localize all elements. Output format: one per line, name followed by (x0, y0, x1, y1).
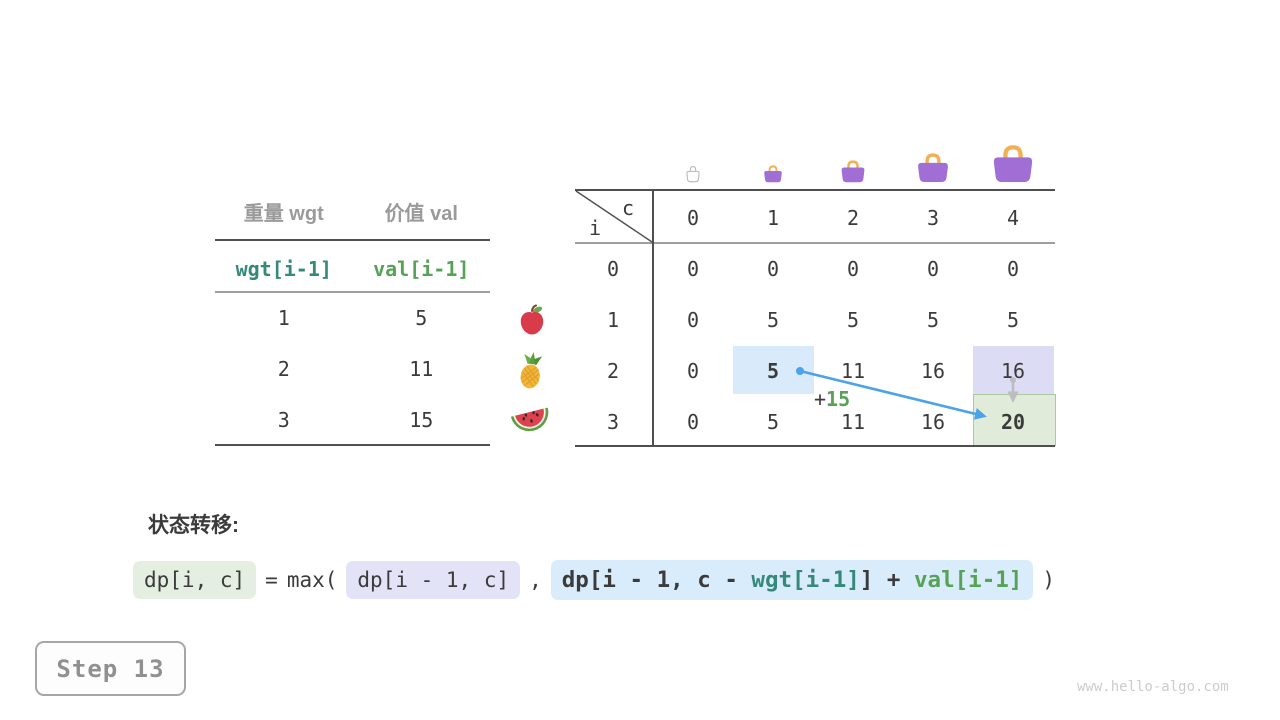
dp-row-header-0: 0 (606, 257, 620, 281)
formula-max-open: max( (286, 568, 338, 592)
items-table-formula-row: wgt[i-1] val[i-1] (215, 257, 490, 281)
dp-cell-3-1: 5 (766, 410, 780, 434)
dp-cell-1-2: 5 (846, 308, 860, 332)
dp-cell-0-1: 0 (766, 257, 780, 281)
items-table-rule-bottom (215, 444, 490, 446)
pineapple-icon (516, 352, 546, 390)
items-table-row-1: 1 5 (215, 306, 490, 330)
item-2-weight: 2 (277, 357, 290, 381)
bag-icon-capacity-1 (763, 165, 783, 183)
dp-cell-3-3: 16 (920, 410, 946, 434)
corner-diagonal-line (575, 190, 653, 243)
items-table-row-2: 2 11 (215, 357, 490, 381)
formula-close-paren: ) (1042, 568, 1056, 592)
dp-col-header-4: 4 (1006, 206, 1020, 230)
bag-icon-capacity-3 (916, 153, 950, 183)
formula-option2-wgt: wgt[i-1] (751, 567, 860, 593)
dp-table-rule-bottom (575, 445, 1055, 447)
item-2-value: 11 (409, 357, 434, 381)
dp-cell-2-1: 5 (766, 359, 780, 383)
items-table-rule-top (215, 239, 490, 241)
dp-table-divider (652, 189, 654, 447)
formula-option2-pre: dp[i - 1, c - (561, 567, 752, 593)
step-badge-label: Step 13 (56, 654, 165, 683)
apple-icon (517, 304, 547, 336)
dp-col-header-1: 1 (766, 206, 780, 230)
bag-icon-capacity-0 (685, 165, 701, 183)
dp-corner-row-label: i (589, 216, 602, 240)
items-table-row-3: 3 15 (215, 408, 490, 432)
items-table-header: 重量 wgt 价值 val (215, 197, 490, 226)
item-1-value: 5 (415, 306, 428, 330)
formula-option2-mid: ] + (859, 567, 914, 593)
item-3-value: 15 (409, 408, 434, 432)
dp-cell-2-3: 16 (920, 359, 946, 383)
highlight-result-cell (973, 394, 1056, 446)
transition-formula: dp[i, c] = max( dp[i - 1, c] , dp[i - 1,… (133, 560, 1064, 600)
wgt-formula-label: wgt[i-1] (235, 257, 332, 281)
dp-row-header-1: 1 (606, 308, 620, 332)
items-table-header-weight: 重量 wgt (243, 203, 324, 225)
dp-cell-3-0: 0 (686, 410, 700, 434)
dp-row-header-3: 3 (606, 410, 620, 434)
item-3-weight: 3 (277, 408, 290, 432)
dp-cell-1-1: 5 (766, 308, 780, 332)
items-table-header-value: 价值 val (384, 203, 458, 225)
val-formula-label: val[i-1] (373, 257, 470, 281)
transition-add-annotation: +15 (814, 387, 850, 411)
watermelon-icon (510, 405, 552, 437)
dp-cell-0-3: 0 (926, 257, 940, 281)
dp-cell-2-0: 0 (686, 359, 700, 383)
plus-sign: + (814, 387, 827, 411)
formula-equals: = (265, 568, 278, 592)
items-table-rule-mid (215, 291, 490, 293)
dp-table-rule-header (575, 242, 1055, 244)
dp-cell-2-4: 16 (1000, 359, 1026, 383)
dp-cell-0-4: 0 (1006, 257, 1020, 281)
dp-cell-0-2: 0 (846, 257, 860, 281)
watermark: www.hello-algo.com (1077, 679, 1229, 695)
dp-cell-1-3: 5 (926, 308, 940, 332)
dp-cell-0-0: 0 (686, 257, 700, 281)
dp-col-header-0: 0 (686, 206, 700, 230)
transition-heading: 状态转移: (148, 514, 239, 537)
dp-cell-1-4: 5 (1006, 308, 1020, 332)
dp-corner-col-label: c (622, 196, 635, 220)
bag-icon-capacity-2 (840, 160, 866, 183)
formula-option2-val: val[i-1] (913, 567, 1023, 593)
dp-col-header-2: 2 (846, 206, 860, 230)
dp-cell-1-0: 0 (686, 308, 700, 332)
step-badge: Step 13 (35, 641, 186, 696)
dp-table-rule-top (575, 189, 1055, 191)
bag-icon-capacity-4 (991, 145, 1035, 183)
formula-option1: dp[i - 1, c] (346, 561, 521, 599)
dp-row-header-2: 2 (606, 359, 620, 383)
added-value: 15 (826, 387, 851, 411)
formula-lhs: dp[i, c] (133, 561, 257, 599)
formula-comma: , (529, 568, 542, 592)
formula-option2: dp[i - 1, c - wgt[i-1]] + val[i-1] (550, 560, 1034, 600)
item-1-weight: 1 (277, 306, 290, 330)
dp-col-header-3: 3 (926, 206, 940, 230)
dp-cell-3-4: 20 (1000, 410, 1026, 434)
